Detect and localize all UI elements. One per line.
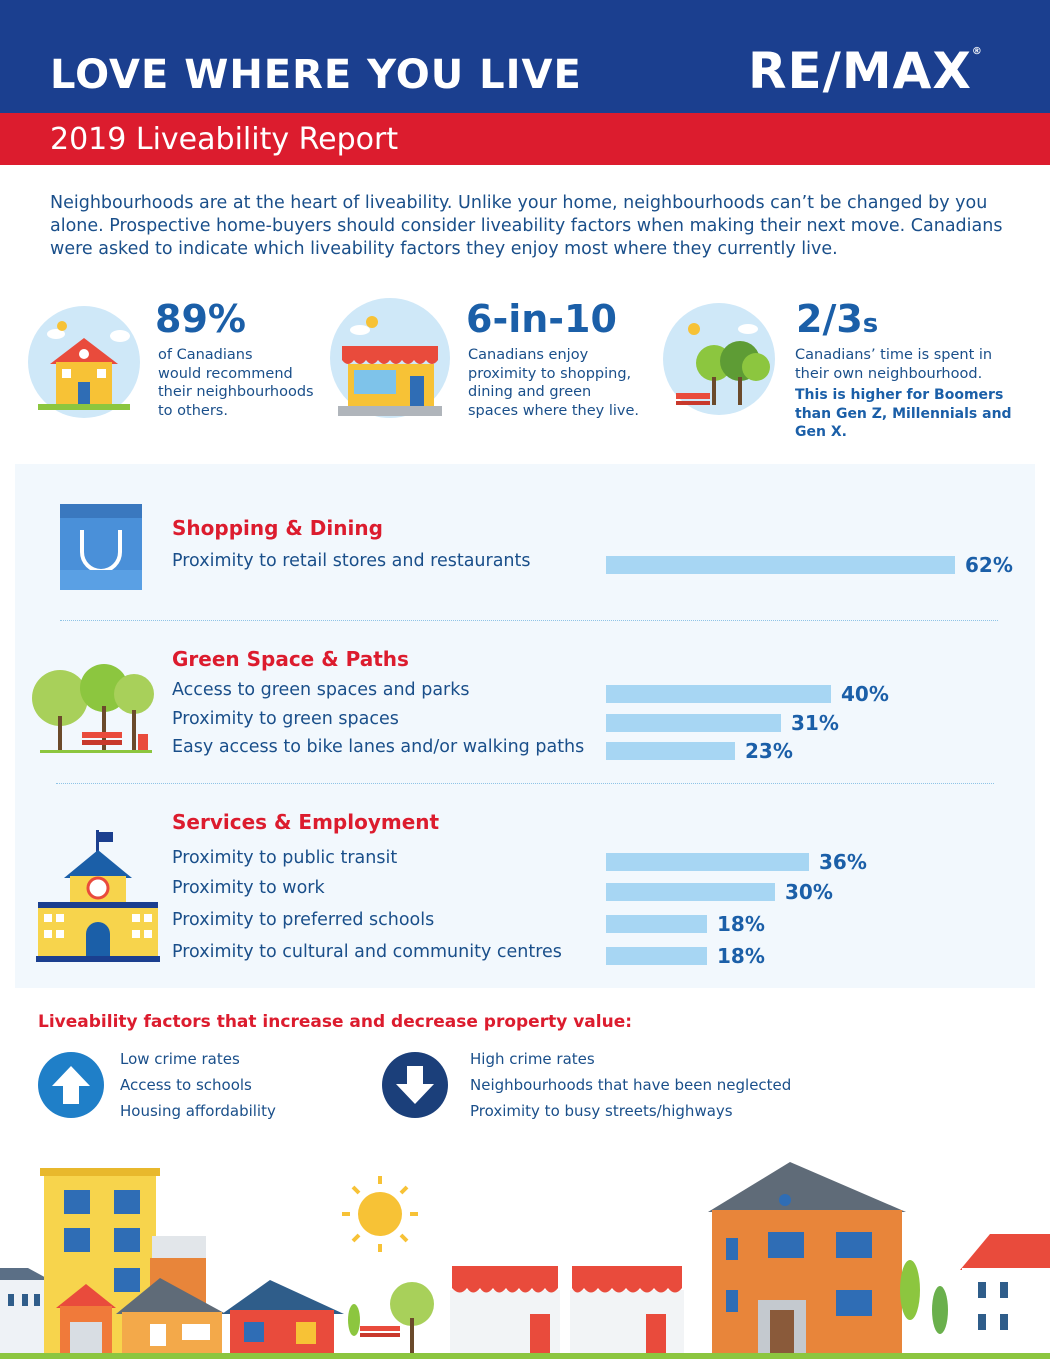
stat-line: of Canadians	[158, 347, 253, 363]
stat-line: spaces where they live.	[468, 402, 639, 419]
category-title-green-space: Green Space & Paths	[172, 647, 409, 671]
stat-line: to others.	[158, 402, 228, 419]
tree	[348, 1304, 360, 1336]
stat-recommend-desc: of Canadians would recommend their neigh…	[158, 346, 314, 420]
factor-bar	[606, 853, 809, 871]
factor-value: 18%	[717, 944, 765, 968]
arrow-up-icon	[38, 1052, 104, 1118]
category-title-services: Services & Employment	[172, 810, 440, 834]
property-value-heading: Liveability factors that increase and de…	[38, 1012, 633, 1032]
factor-bar	[606, 915, 707, 933]
factor-label: Proximity to green spaces	[172, 709, 399, 729]
tree	[900, 1260, 920, 1320]
factor-label: Proximity to cultural and community cent…	[172, 942, 562, 962]
factor-value: 23%	[745, 739, 793, 763]
stat-recommend-value: 89%	[155, 297, 246, 341]
divider	[60, 620, 998, 621]
factor-value: 18%	[717, 912, 765, 936]
arrow-up-glyph	[52, 1066, 90, 1104]
decrease-item: High crime rates	[470, 1050, 595, 1068]
page-title: LOVE WHERE YOU LIVE	[50, 52, 582, 98]
white-house-left	[0, 1268, 50, 1359]
brick-house	[708, 1162, 906, 1359]
stat-line: Gen X.	[795, 424, 847, 440]
blue-roof-house	[222, 1280, 344, 1359]
page-subtitle: 2019 Liveability Report	[50, 122, 399, 157]
white-house-right	[960, 1234, 1050, 1359]
increase-item: Low crime rates	[120, 1050, 240, 1068]
increase-item: Housing affordability	[120, 1102, 276, 1120]
stat-time-emphasis: This is higher for Boomers than Gen Z, M…	[795, 386, 1012, 442]
town-illustration	[0, 1162, 1050, 1359]
stat-line: their own neighbourhood.	[795, 365, 983, 382]
arrow-down-glyph	[396, 1066, 434, 1104]
intro-paragraph: Neighbourhoods are at the heart of livea…	[50, 193, 1003, 259]
stat-line: than Gen Z, Millennials and	[795, 405, 1012, 422]
storefront-2	[570, 1266, 684, 1359]
factor-value: 40%	[841, 682, 889, 706]
bench	[360, 1326, 400, 1331]
divider	[56, 783, 994, 784]
factor-value: 30%	[785, 880, 833, 904]
arrow-down-icon	[382, 1052, 448, 1118]
factor-value: 31%	[791, 711, 839, 735]
logo-text: RE/MAX	[748, 42, 972, 100]
factor-label: Proximity to work	[172, 878, 325, 898]
park-icon	[663, 303, 775, 415]
factor-value: 36%	[819, 850, 867, 874]
factor-label: Proximity to retail stores and restauran…	[172, 551, 531, 571]
sun-icon	[342, 1176, 418, 1252]
stat-line: Canadians’ time is spent in	[795, 347, 993, 363]
stat-line: their neighbourhoods	[158, 384, 314, 400]
stat-proximity-value: 6-in-10	[466, 297, 617, 341]
factor-bar	[606, 556, 955, 574]
trees-bench-icon	[32, 664, 154, 753]
factors-panel	[15, 464, 1035, 988]
remax-logo: RE/MAX®	[748, 42, 983, 100]
increase-item: Access to schools	[120, 1076, 252, 1094]
red-house	[56, 1284, 116, 1359]
factor-bar	[606, 714, 781, 732]
stat-time-value: 2/3s	[796, 297, 878, 341]
tree	[390, 1282, 434, 1326]
stat-line: Canadians enjoy	[468, 347, 589, 363]
decrease-item: Proximity to busy streets/highways	[470, 1102, 733, 1120]
stat-time-suffix: s	[862, 309, 879, 339]
subtitle-banner	[0, 113, 1050, 165]
ground	[0, 1353, 1050, 1359]
shopping-bag-icon	[60, 504, 142, 590]
tree	[932, 1286, 948, 1334]
factor-bar	[606, 947, 707, 965]
factor-label: Proximity to public transit	[172, 848, 398, 868]
factor-label: Proximity to preferred schools	[172, 910, 435, 930]
header-banner	[0, 0, 1050, 113]
stat-line: dining and green	[468, 384, 592, 400]
logo-registered-mark: ®	[971, 46, 983, 57]
factor-label: Easy access to bike lanes and/or walking…	[172, 737, 585, 757]
stat-line: This is higher for Boomers	[795, 387, 1004, 403]
stat-time-desc: Canadians’ time is spent in their own ne…	[795, 346, 992, 383]
storefront-icon	[330, 298, 450, 418]
factor-bar	[606, 742, 735, 760]
factor-bar	[606, 685, 831, 703]
stat-time-number: 2/3	[796, 297, 863, 341]
decrease-item: Neighbourhoods that have been neglected	[470, 1076, 792, 1094]
grey-house	[116, 1278, 226, 1359]
factor-label: Access to green spaces and parks	[172, 680, 470, 700]
category-title-shopping: Shopping & Dining	[172, 516, 383, 540]
school-building-icon	[36, 830, 160, 962]
factor-value: 62%	[965, 553, 1013, 577]
factor-bar	[606, 883, 775, 901]
storefront-1	[450, 1266, 560, 1359]
stat-line: would recommend	[158, 365, 293, 382]
house-icon	[28, 306, 140, 418]
stat-proximity-desc: Canadians enjoy proximity to shopping, d…	[468, 346, 639, 420]
stat-line: proximity to shopping,	[468, 365, 632, 382]
